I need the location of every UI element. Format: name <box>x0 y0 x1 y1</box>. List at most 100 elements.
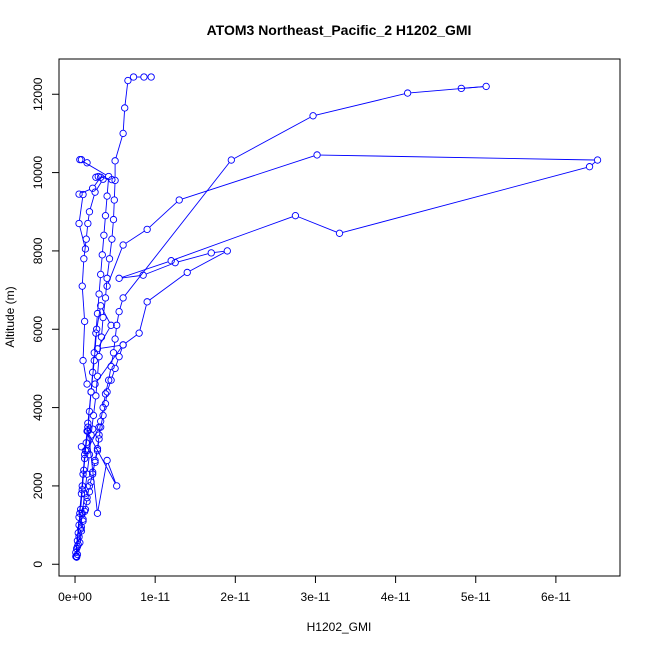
series-segment <box>115 136 123 158</box>
data-point <box>92 392 100 400</box>
data-point <box>335 229 344 237</box>
series-segment <box>86 226 88 236</box>
data-point <box>77 156 86 164</box>
data-point <box>93 345 102 353</box>
data-point <box>121 104 129 112</box>
x-tick-label: 6e-11 <box>541 590 571 604</box>
data-point <box>75 190 83 198</box>
series-segment <box>125 334 137 344</box>
data-point <box>75 513 83 521</box>
data-point <box>79 356 87 365</box>
y-axis-label: Altitude (m) <box>3 286 17 347</box>
series-segment <box>115 328 117 336</box>
series-segment <box>189 252 225 272</box>
series-segment <box>88 429 98 448</box>
series-segment <box>97 438 100 446</box>
data-point <box>72 553 81 561</box>
data-point <box>103 388 111 396</box>
data-point <box>97 333 106 341</box>
series-segment <box>178 253 209 263</box>
series-segment <box>91 418 94 432</box>
data-point <box>85 482 94 490</box>
series-segment <box>87 414 90 428</box>
series-segment <box>89 485 91 489</box>
series-segment <box>113 203 115 217</box>
data-series <box>73 82 490 559</box>
series-segment <box>80 493 83 507</box>
data-point <box>93 325 101 333</box>
data-point <box>93 447 102 455</box>
data-point <box>99 403 107 412</box>
data-point <box>103 192 111 200</box>
data-point <box>79 190 87 199</box>
data-point <box>183 268 191 277</box>
data-point <box>113 482 121 490</box>
series-segment <box>111 222 114 236</box>
data-point <box>83 447 91 455</box>
x-axis-label: H1202_GMI <box>307 620 372 634</box>
series-segment <box>83 242 87 256</box>
series-segment <box>82 160 107 176</box>
series-segment <box>89 195 95 209</box>
data-point <box>482 82 490 91</box>
series-layer <box>72 73 602 561</box>
data-point <box>80 454 89 463</box>
data-point <box>124 76 132 85</box>
data-point <box>82 235 90 243</box>
series-segment <box>94 332 97 358</box>
series-segment <box>103 406 106 413</box>
data-point <box>585 163 594 171</box>
data-point <box>105 376 113 384</box>
data-point <box>78 482 86 490</box>
series-segment <box>105 199 108 213</box>
series-segment <box>87 494 90 499</box>
series-segment <box>79 197 84 221</box>
data-point <box>74 541 82 549</box>
y-axis: 0 2000 4000 6000 8000 10000 12000 <box>31 77 60 568</box>
series-segment <box>78 532 81 542</box>
series-segment <box>92 356 95 370</box>
data-point <box>93 309 102 318</box>
data-point <box>90 356 98 365</box>
series-segment <box>78 489 83 515</box>
series-segment <box>97 359 100 373</box>
series-segment <box>149 201 178 228</box>
data-point <box>313 151 321 159</box>
data-point <box>103 282 111 290</box>
y-tick-label: 8000 <box>31 237 45 264</box>
data-point <box>99 313 107 322</box>
data-point <box>89 425 97 433</box>
data-point <box>84 423 92 431</box>
data-series <box>72 423 121 557</box>
x-tick-label: 1e-11 <box>140 590 170 604</box>
series-segment <box>298 216 337 233</box>
series-segment <box>100 418 103 425</box>
data-point <box>95 431 103 439</box>
data-point <box>89 184 97 192</box>
series-segment <box>92 463 95 471</box>
data-point <box>111 364 119 373</box>
series-segment <box>95 316 98 330</box>
data-point <box>403 89 412 97</box>
data-point <box>101 400 110 408</box>
data-point <box>171 259 179 267</box>
data-point <box>109 349 118 357</box>
series-segment <box>105 281 108 295</box>
y-tick-label: 2000 <box>31 472 45 499</box>
series-segment <box>591 161 596 165</box>
data-point <box>105 255 114 263</box>
series-segment <box>82 289 85 319</box>
data-point <box>175 196 183 204</box>
data-point <box>457 84 465 93</box>
data-point <box>93 509 102 517</box>
series-segment <box>93 399 96 413</box>
data-point <box>309 112 317 120</box>
series-segment <box>98 327 110 347</box>
series-segment <box>101 320 104 334</box>
data-point <box>95 290 103 298</box>
data-point <box>108 175 116 184</box>
data-point <box>95 423 103 431</box>
x-tick-label: 5e-11 <box>461 590 491 604</box>
data-point <box>119 241 127 249</box>
